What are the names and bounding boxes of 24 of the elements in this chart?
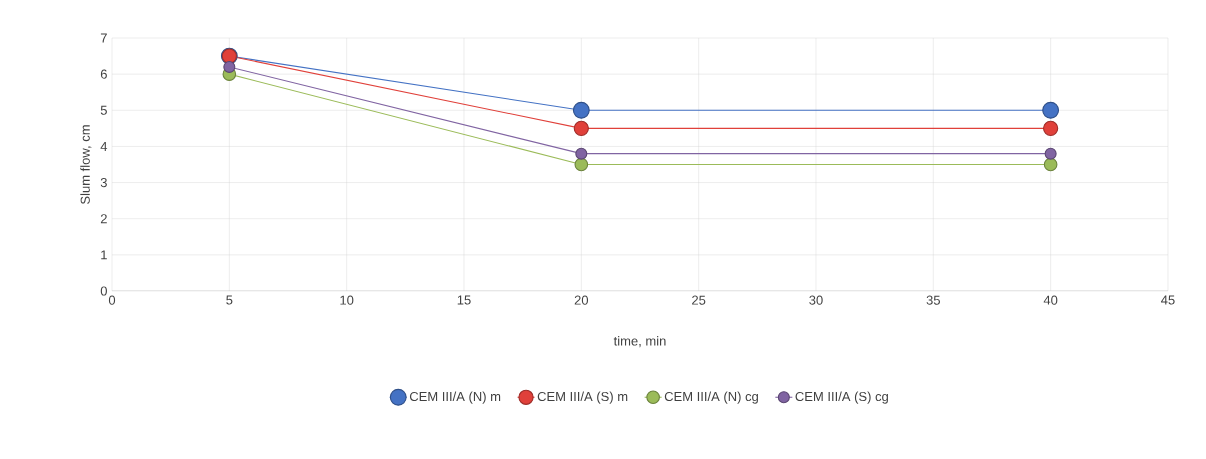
legend-label: CEM III/A (S) cg xyxy=(795,391,888,404)
legend-label: CEM III/A (S) m xyxy=(537,391,628,404)
x-tick-label: 30 xyxy=(809,295,823,305)
x-tick-label: 40 xyxy=(1043,295,1058,305)
x-tick-label: 0 xyxy=(108,295,116,305)
x-tick-label: 35 xyxy=(926,295,940,305)
y-tick-label: 5 xyxy=(100,105,107,115)
y-tick-label: 1 xyxy=(101,250,107,260)
y-axis-title: Slum flow, cm xyxy=(80,125,92,204)
x-tick-label: 10 xyxy=(340,295,354,305)
x-tick-label: 20 xyxy=(574,295,589,305)
x-tick-label: 15 xyxy=(457,295,471,305)
legend-label: CEM III/A (N) m xyxy=(409,391,501,404)
y-tick-label: 7 xyxy=(100,33,107,43)
x-tick-label: 5 xyxy=(226,295,233,305)
x-axis-title: time, min xyxy=(613,336,666,348)
y-tick-label: 3 xyxy=(100,177,107,188)
legend-label: CEM III/A (N) cg xyxy=(664,391,758,404)
y-tick-label: 6 xyxy=(100,69,107,79)
y-tick-label: 0 xyxy=(100,286,107,296)
y-tick-label: 2 xyxy=(100,214,107,224)
y-tick-label: 4 xyxy=(100,141,108,151)
x-tick-label: 45 xyxy=(1161,295,1175,305)
x-tick-label: 25 xyxy=(692,295,706,305)
